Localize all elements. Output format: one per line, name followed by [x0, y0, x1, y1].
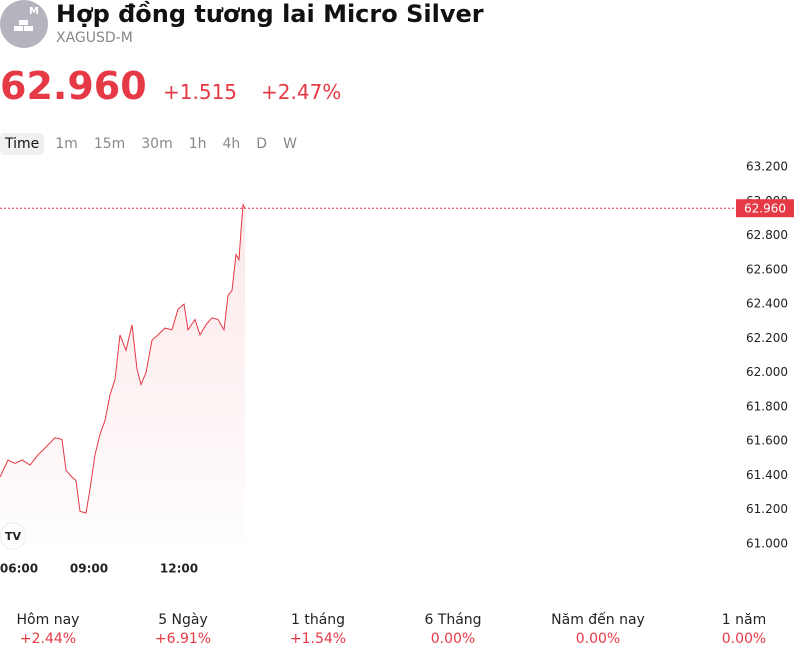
- y-tick-label: 61.800: [746, 399, 788, 413]
- last-price-label: 62.960: [744, 202, 786, 216]
- y-tick-label: 61.200: [746, 502, 788, 516]
- timeframe-tab[interactable]: Time: [0, 133, 45, 155]
- timeframe-tab[interactable]: W: [283, 136, 297, 152]
- change: +1.515: [163, 80, 238, 104]
- timeframe-tabs: Time 1m 15m 30m 1h 4h D W: [0, 133, 308, 155]
- performance-label: Hôm nay: [16, 612, 80, 628]
- x-tick-label: 06:00: [0, 562, 38, 576]
- y-tick-label: 62.400: [746, 297, 788, 311]
- timeframe-tab[interactable]: 30m: [141, 136, 173, 152]
- x-tick-label: 09:00: [70, 562, 108, 576]
- title: Hợp đồng tương lai Micro Silver: [56, 0, 484, 28]
- change-pct: +2.47%: [261, 80, 342, 104]
- performance-label: Năm đến nay: [551, 612, 645, 628]
- y-tick-label: 63.200: [746, 160, 788, 174]
- performance-value: +2.44%: [19, 631, 77, 647]
- last-price-tag: [736, 199, 794, 218]
- performance-label: 1 năm: [721, 612, 767, 628]
- performance-item: 1 tháng +1.54%: [243, 612, 393, 647]
- y-tick-label: 61.400: [746, 468, 788, 482]
- y-tick-label: 61.000: [746, 536, 788, 550]
- timeframe-tab[interactable]: D: [256, 136, 268, 152]
- performance-item: 6 Tháng 0.00%: [378, 612, 528, 647]
- performance-label: 1 tháng: [290, 612, 346, 628]
- logo-badge: M: [29, 6, 39, 17]
- performance-item: 5 Ngày +6.91%: [108, 612, 258, 647]
- symbol-logo: M: [0, 0, 48, 48]
- performance-label: 6 Tháng: [424, 612, 482, 628]
- performance-label: 5 Ngày: [158, 612, 208, 628]
- timeframe-tab[interactable]: 1h: [188, 136, 207, 152]
- y-tick-label: 61.600: [746, 434, 788, 448]
- performance-value: +6.91%: [154, 631, 212, 647]
- logo-icon: [14, 20, 33, 31]
- performance-item: 1 năm 0.00%: [669, 612, 800, 647]
- timeframe-tab[interactable]: 1m: [55, 136, 78, 152]
- price-line: [0, 203, 246, 514]
- performance-value: 0.00%: [721, 631, 767, 647]
- y-tick-label: 62.600: [746, 262, 788, 276]
- timeframe-tab[interactable]: 15m: [93, 136, 126, 152]
- performance-value: 0.00%: [430, 631, 476, 647]
- symbol: XAGUSD-M: [56, 30, 133, 46]
- y-tick-label: 62.800: [746, 228, 788, 242]
- y-tick-label: 62.000: [746, 365, 788, 379]
- timeframe-tab[interactable]: 4h: [222, 136, 241, 152]
- y-tick-label: 62.200: [746, 331, 788, 345]
- price: 62.960: [0, 64, 147, 108]
- performance-item: Hôm nay +2.44%: [0, 612, 123, 647]
- performance-value: 0.00%: [575, 631, 621, 647]
- performance-item: Năm đến nay 0.00%: [523, 612, 673, 647]
- x-tick-label: 12:00: [160, 562, 198, 576]
- line-area: [0, 204, 245, 547]
- chart: TV 61.00061.20061.40061.60061.80062.0006…: [0, 160, 794, 576]
- performance-value: +1.54%: [289, 631, 347, 647]
